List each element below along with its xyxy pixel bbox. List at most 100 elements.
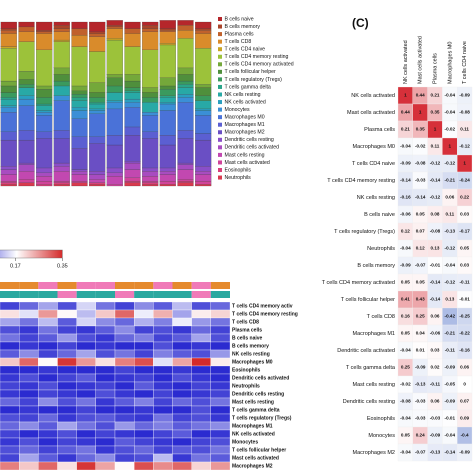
row-label: Macrophages M0 — [353, 144, 396, 150]
correlation-value: 0.25 — [401, 365, 410, 370]
correlation-value: -0.24 — [459, 178, 470, 183]
heatmap-cell — [172, 333, 192, 343]
heatmap-cell — [95, 405, 116, 415]
heatmap-cell — [191, 325, 211, 335]
heatmap-cell — [0, 429, 20, 439]
bar-segment — [177, 180, 194, 183]
heatmap-cell — [38, 373, 58, 383]
bar-segment — [159, 43, 176, 46]
bar-segment — [18, 84, 35, 88]
heatmap-cell — [114, 349, 135, 359]
bar-segment — [18, 171, 35, 180]
bar-segment — [0, 174, 17, 182]
heatmap-cell — [210, 309, 231, 319]
bar-segment — [36, 184, 53, 187]
heatmap-cell — [76, 397, 96, 407]
row-label: NK cells resting — [232, 351, 270, 357]
heatmap-cell — [76, 341, 96, 351]
legend-label: T cells CD4 memory resting — [225, 54, 289, 60]
bar-segment — [0, 28, 17, 31]
heatmap-cell — [19, 365, 39, 375]
bar-segment — [71, 174, 88, 182]
column-label: Mast cells activated — [418, 36, 424, 84]
heatmap-cell — [38, 453, 58, 463]
legend-label: B cells memory — [225, 24, 261, 30]
correlation-value: 0.25 — [416, 314, 425, 319]
bar-segment — [89, 102, 106, 105]
row-label: Dendritic cells activated — [232, 375, 289, 381]
heatmap-cell — [153, 301, 173, 311]
bar-segment — [71, 107, 88, 111]
bar-segment — [18, 21, 35, 28]
heatmap-cell — [191, 357, 211, 367]
heatmap-cell — [134, 325, 154, 335]
correlation-value: 0.05 — [401, 331, 410, 336]
bar-segment — [195, 100, 212, 110]
correlation-value: -0.09 — [400, 263, 411, 268]
bar-segment — [89, 97, 106, 103]
row-label: T cells CD4 memory activated — [322, 280, 395, 286]
legend-label: Dendritic cells activated — [225, 145, 280, 151]
legend-label: Macrophages M0 — [225, 115, 265, 121]
bar-segment — [124, 28, 141, 34]
heatmap-cell — [76, 365, 96, 375]
heatmap-cell — [191, 445, 211, 455]
column-annotation — [115, 291, 135, 298]
heatmap-cell — [114, 309, 135, 319]
heatmap-cell — [191, 349, 211, 359]
heatmap-cell — [57, 325, 77, 335]
column-annotation — [210, 282, 230, 289]
correlation-value: -0.01 — [430, 263, 441, 268]
bar-segment — [0, 184, 17, 187]
heatmap-cell — [172, 301, 192, 311]
heatmap-cell — [57, 421, 77, 431]
bar-segment — [177, 67, 194, 75]
bar-segment — [89, 136, 106, 144]
correlation-value: -0.14 — [430, 178, 441, 183]
row-label: B cells memory — [357, 263, 395, 269]
correlation-value: -0.03 — [415, 399, 426, 404]
correlation-value: -0.04 — [400, 348, 411, 353]
heatmap-cell — [210, 429, 231, 439]
heatmap-cell — [114, 325, 135, 335]
heatmap-cell — [38, 301, 58, 311]
correlation-value: 1 — [404, 93, 407, 98]
heatmap-cell — [57, 437, 77, 447]
heatmap-cell — [19, 389, 39, 399]
column-annotation — [191, 282, 211, 289]
heatmap-cell — [114, 461, 135, 471]
column-annotation — [38, 291, 58, 298]
heatmap-cell — [57, 453, 77, 463]
heatmap-cell — [210, 373, 231, 383]
legend-label: NK cells resting — [225, 92, 261, 98]
bar-segment — [53, 39, 70, 42]
bar-segment — [177, 94, 194, 98]
bar-segment — [53, 67, 70, 75]
heatmap-cell — [153, 421, 173, 431]
bar-segment — [89, 113, 106, 137]
heatmap-cell — [76, 445, 96, 455]
bar-segment — [124, 80, 141, 88]
heatmap-cell — [210, 397, 231, 407]
bar-segment — [71, 171, 88, 175]
heatmap-cell — [38, 429, 58, 439]
bar-segment — [106, 172, 123, 177]
heatmap-cell — [153, 365, 173, 375]
heatmap-cell — [95, 373, 116, 383]
bar-segment — [71, 180, 88, 183]
bar-segment — [71, 169, 88, 172]
heatmap-cell — [153, 453, 173, 463]
column-annotation — [76, 282, 96, 289]
legend-label: T cells gamma delta — [225, 84, 271, 90]
heatmap-cell — [76, 453, 96, 463]
column-annotation — [153, 291, 173, 298]
bar-segment — [106, 20, 123, 26]
heatmap-cell — [19, 357, 39, 367]
heatmap-cell — [95, 349, 116, 359]
correlation-value: 0.07 — [416, 229, 425, 234]
heatmap-cell — [95, 341, 116, 351]
row-label: T cells follicular helper — [341, 297, 395, 303]
bar-segment — [53, 80, 70, 87]
bar-segment — [159, 28, 176, 31]
correlation-value: -0.04 — [400, 450, 411, 455]
